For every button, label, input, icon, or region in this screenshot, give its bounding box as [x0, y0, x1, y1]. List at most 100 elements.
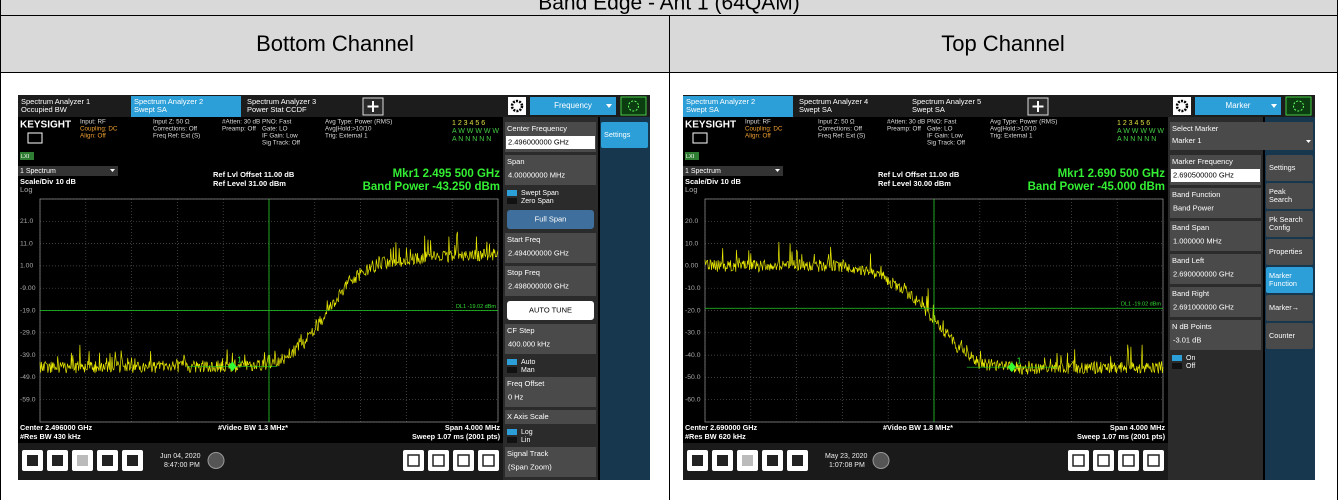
- tab[interactable]: [796, 96, 906, 117]
- status-button[interactable]: [1285, 96, 1312, 116]
- trace-info: 1 2 3 4 5 6: [452, 120, 485, 127]
- menu-field-value-box: [506, 280, 595, 293]
- dropdown-arrow: [606, 104, 612, 108]
- window-dropdown[interactable]: [18, 166, 118, 176]
- y-tick-label: 10.0: [685, 240, 698, 247]
- taskbar-icon: [1122, 454, 1135, 467]
- softkey[interactable]: [1266, 267, 1313, 293]
- taskbar-time: 1:07:08 PM: [829, 462, 865, 469]
- softkey[interactable]: [1266, 295, 1313, 321]
- tab-label: Swept SA: [799, 105, 832, 114]
- taskbar-button[interactable]: [478, 450, 499, 471]
- info-text: Input Z: 50 Ω: [153, 119, 190, 126]
- menu-field-value: 2.496000000 GHz: [508, 137, 569, 146]
- menu-field-value: 1.000000 MHz: [1173, 236, 1222, 245]
- taskbar-button[interactable]: [1093, 450, 1114, 471]
- taskbar-button[interactable]: [453, 450, 474, 471]
- info-text: Sig Track: Off: [262, 140, 300, 147]
- y-tick-label: -10.0: [685, 285, 701, 292]
- menu-button[interactable]: [530, 97, 616, 115]
- softkey-label: Marker: [1269, 271, 1292, 280]
- menu-button[interactable]: [1195, 97, 1281, 115]
- menu-field-value: 2.690000000 GHz: [1173, 269, 1234, 278]
- tab[interactable]: [131, 96, 241, 117]
- softkey[interactable]: [1266, 211, 1313, 237]
- softkey-label: Properties: [1269, 247, 1303, 256]
- softkey[interactable]: [1266, 183, 1313, 209]
- menu-field-value: 0 Hz: [508, 392, 524, 401]
- info-text: Preamp: Off: [887, 126, 921, 133]
- toggle-indicator[interactable]: [507, 190, 517, 196]
- menu-button[interactable]: [507, 301, 594, 320]
- selector-field[interactable]: [1170, 122, 1313, 150]
- info-text: Preamp: Off: [222, 126, 256, 133]
- y-tick-label: -49.0: [20, 374, 36, 381]
- log-label: Log: [685, 185, 698, 194]
- menu-field-value-box: [506, 461, 595, 474]
- scale-label: Scale/Div 10 dB: [20, 177, 76, 186]
- menu-field-value-box: [506, 169, 595, 182]
- taskbar-icon: [1072, 454, 1085, 467]
- info-text: Trig: External 1: [990, 133, 1033, 140]
- menu-field-value-box: [506, 338, 595, 351]
- marker-id: 1: [237, 355, 242, 364]
- band-power-readout: Band Power -43.250 dBm: [363, 181, 500, 193]
- toggle-indicator[interactable]: [507, 198, 517, 204]
- tab[interactable]: [683, 96, 793, 117]
- taskbar-button[interactable]: [1143, 450, 1164, 471]
- tab[interactable]: [18, 96, 128, 117]
- menu-field-label: Marker Frequency: [1172, 157, 1233, 166]
- dropdown-arrow: [110, 169, 115, 172]
- taskbar-button[interactable]: [1118, 450, 1139, 471]
- toggle-indicator[interactable]: [507, 367, 517, 373]
- window-dropdown[interactable]: [683, 166, 783, 176]
- footer-center: Center 2.496000 GHz: [20, 423, 93, 432]
- softkey-panel: [600, 117, 650, 480]
- taskbar-button[interactable]: [1068, 450, 1089, 471]
- menu-field-label: Band Left: [1172, 256, 1205, 265]
- softkey[interactable]: [1266, 155, 1313, 181]
- softkey[interactable]: [1266, 239, 1313, 265]
- tab-label: Spectrum Analyzer 3: [247, 97, 316, 106]
- info-text: Avg|Hold:>10/10: [325, 126, 372, 133]
- menu-button[interactable]: [507, 210, 594, 229]
- menu-title: Frequency: [554, 101, 592, 110]
- menu-field-value: 4.00000000 MHz: [508, 170, 565, 179]
- info-text: Sig Track: Off: [927, 140, 965, 147]
- softkey[interactable]: [1266, 323, 1313, 349]
- toggle-indicator[interactable]: [1172, 363, 1182, 369]
- info-text: Align: Off: [80, 133, 106, 140]
- settings-button[interactable]: [1173, 97, 1191, 115]
- taskbar-button[interactable]: [403, 450, 424, 471]
- info-text: PNO: Fast: [927, 119, 957, 126]
- toggle-indicator[interactable]: [507, 437, 517, 443]
- menu-field-label: Band Function: [1172, 190, 1220, 199]
- menu-field[interactable]: [505, 410, 596, 424]
- toggle-indicator[interactable]: [1172, 355, 1182, 361]
- toggle-option: Off: [1186, 363, 1195, 370]
- status-button[interactable]: [620, 96, 647, 116]
- settings-button[interactable]: [508, 97, 526, 115]
- notification-button[interactable]: [207, 452, 225, 469]
- column-heading: Bottom Channel: [256, 31, 414, 56]
- toggle-indicator[interactable]: [507, 359, 517, 365]
- info-text: Trig: External 1: [325, 133, 368, 140]
- tab[interactable]: [909, 96, 1019, 117]
- tab[interactable]: [244, 96, 354, 117]
- taskbar-button[interactable]: [428, 450, 449, 471]
- y-tick-label: 20.0: [685, 218, 698, 225]
- info-text: Avg Type: Power (RMS): [325, 119, 392, 126]
- trace-info: A N N N N N: [452, 136, 491, 143]
- column-heading: Top Channel: [941, 31, 1065, 56]
- y-tick-label: -40.0: [685, 352, 701, 359]
- softkey[interactable]: [601, 122, 648, 148]
- softkey-label: Pk Search: [1269, 215, 1303, 224]
- footer-res-bw: #Res BW 620 kHz: [685, 432, 746, 441]
- y-tick-label: -50.0: [685, 374, 701, 381]
- notification-button[interactable]: [872, 452, 890, 469]
- toggle-indicator[interactable]: [507, 429, 517, 435]
- taskbar-icon: [457, 454, 470, 467]
- ref-level: Ref Level 30.00 dBm: [878, 179, 951, 188]
- taskbar-icon: [27, 455, 38, 466]
- menu-field-label: X Axis Scale: [507, 412, 549, 421]
